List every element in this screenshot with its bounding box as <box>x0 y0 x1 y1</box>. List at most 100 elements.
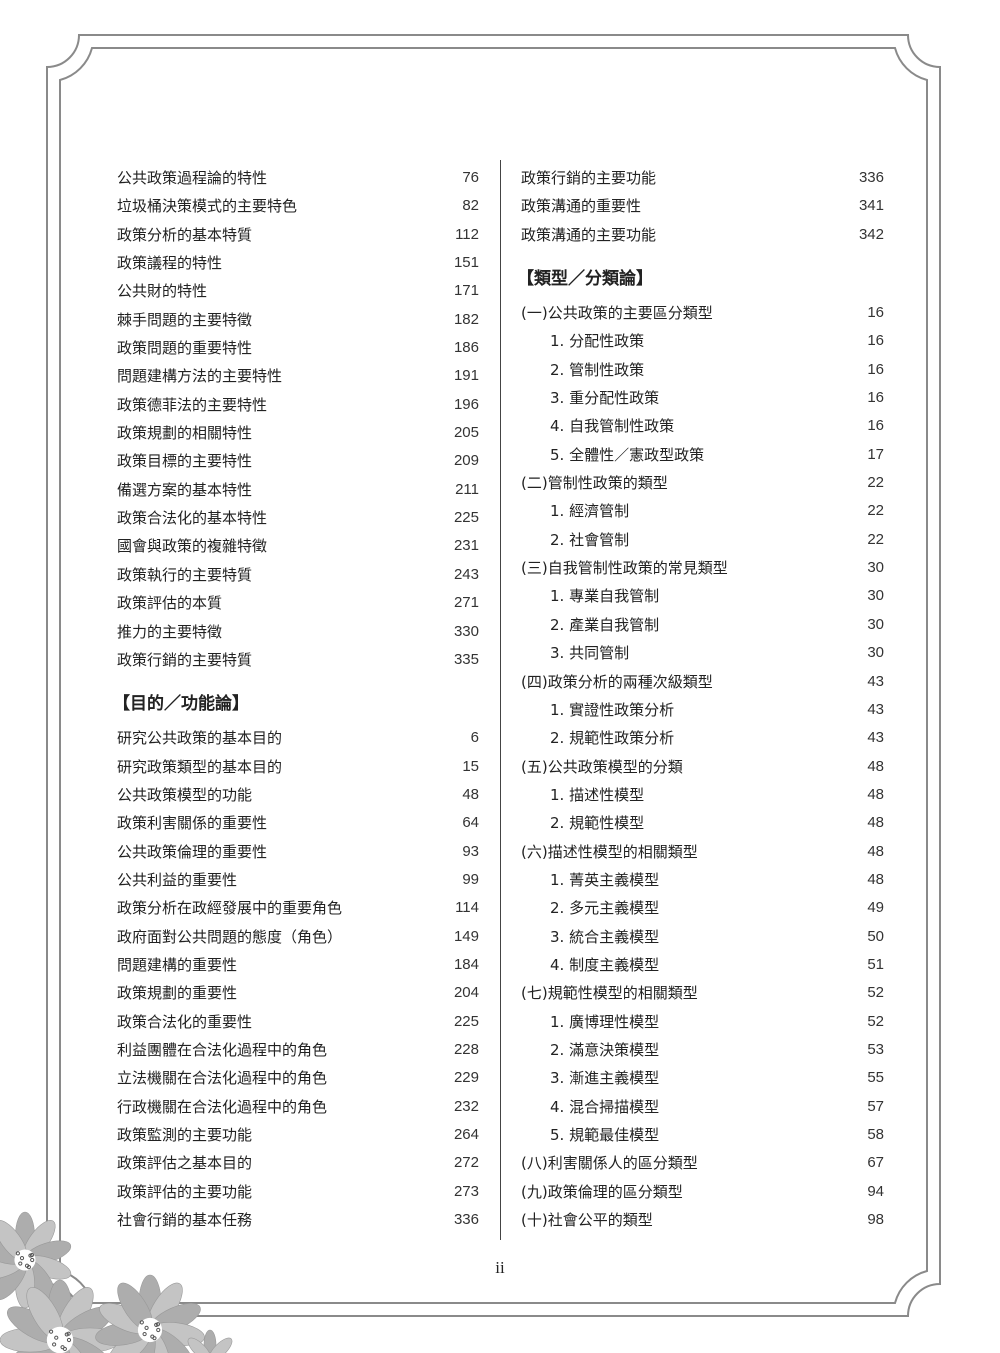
entry-page-number: 231 <box>453 537 479 555</box>
entry-title: 政策溝通的主要功能 <box>521 225 657 244</box>
entry-title: (八)利害關係人的區分類型 <box>521 1154 698 1173</box>
entry-title: 利益團體在合法化過程中的角色 <box>117 1040 328 1059</box>
index-entry: 利益團體在合法化過程中的角色 228 <box>117 1036 479 1064</box>
entry-title: 1. 實證性政策分析 <box>550 700 675 719</box>
index-entry: 2. 規範性政策分析 43 <box>521 724 884 752</box>
index-entry: 1. 分配性政策 16 <box>521 327 884 355</box>
entry-title: (三)自我管制性政策的常見類型 <box>521 559 728 578</box>
entry-title: 社會行銷的基本任務 <box>117 1211 253 1230</box>
index-entry: 問題建構方法的主要特性 191 <box>117 362 479 390</box>
column-divider <box>500 160 501 1240</box>
entry-title: 備選方案的基本特性 <box>117 480 253 499</box>
entry-title: 5. 規範最佳模型 <box>550 1126 660 1144</box>
index-entry: (五)公共政策模型的分類 48 <box>521 753 884 781</box>
index-entry: 4. 混合掃描模型 57 <box>521 1093 884 1121</box>
entry-title: 公共政策倫理的重要性 <box>117 842 268 861</box>
index-entry: 政策行銷的主要特質 335 <box>117 646 479 674</box>
index-entry: 政策德菲法的主要特性 196 <box>117 391 479 419</box>
entry-page-number: 114 <box>455 899 479 917</box>
index-entry: 政策規劃的相關特性 205 <box>117 419 479 447</box>
index-entry: 政策規劃的重要性 204 <box>117 979 479 1007</box>
entry-page-number: 30 <box>867 559 884 577</box>
index-entry: 國會與政策的複雜特徵 231 <box>117 532 479 560</box>
entry-title: 問題建構方法的主要特性 <box>117 367 283 386</box>
entry-title: 垃圾桶決策模式的主要特色 <box>117 197 298 216</box>
entry-page-number: 52 <box>867 1012 884 1030</box>
page-number: ii <box>495 1258 505 1277</box>
index-entry: 政策分析的基本特質 112 <box>117 221 479 249</box>
entry-title: 1. 經濟管制 <box>550 502 630 521</box>
index-entry: 1. 菁英主義模型 48 <box>521 866 884 894</box>
entry-page-number: 232 <box>453 1097 479 1115</box>
entry-page-number: 48 <box>867 757 884 775</box>
section-heading: 【類型／分類論】 <box>517 269 653 290</box>
index-entry: 1. 經濟管制 22 <box>521 497 884 525</box>
entry-page-number: 229 <box>453 1069 479 1087</box>
entry-page-number: 211 <box>455 480 479 498</box>
entry-title: 2. 管制性政策 <box>550 360 645 379</box>
flower-icon <box>0 1279 121 1353</box>
entry-title: 政策執行的主要特質 <box>117 565 253 584</box>
entry-title: 2. 多元主義模型 <box>550 899 660 918</box>
entry-title: 政策評估之基本目的 <box>117 1154 253 1173</box>
index-entry: 政府面對公共問題的態度（角色） 149 <box>117 923 479 951</box>
entry-page-number: 16 <box>867 417 884 435</box>
index-entry: 1. 專業自我管制 30 <box>521 582 884 610</box>
entry-page-number: 335 <box>453 650 479 668</box>
entry-page-number: 342 <box>858 225 884 243</box>
entry-page-number: 48 <box>462 785 479 803</box>
entry-title: 4. 混合掃描模型 <box>550 1097 660 1116</box>
entry-page-number: 58 <box>867 1126 884 1143</box>
entry-title: 2. 規範性模型 <box>550 814 645 833</box>
entry-page-number: 336 <box>453 1211 479 1229</box>
entry-page-number: 48 <box>867 870 884 888</box>
index-entry: 社會行銷的基本任務 336 <box>117 1206 479 1234</box>
entry-title: (九)政策倫理的區分類型 <box>521 1182 683 1201</box>
index-entry: (七)規範性模型的相關類型 52 <box>521 979 884 1007</box>
entry-title: 3. 共同管制 <box>550 644 630 663</box>
entry-title: 1. 分配性政策 <box>550 332 645 351</box>
index-entry: 政策溝通的主要功能 342 <box>521 221 884 249</box>
entry-title: (一)公共政策的主要區分類型 <box>521 304 713 323</box>
entry-title: 3. 重分配性政策 <box>550 389 660 408</box>
entry-title: 政策合法化的重要性 <box>117 1012 253 1031</box>
entry-title: 政策行銷的主要功能 <box>521 169 657 187</box>
index-entry: 3. 共同管制 30 <box>521 639 884 667</box>
entry-title: 國會與政策的複雜特徵 <box>117 537 268 556</box>
entry-title: 政策溝通的重要性 <box>521 197 642 216</box>
entry-page-number: 57 <box>867 1097 884 1115</box>
index-entry: 政策合法化的重要性 225 <box>117 1008 479 1036</box>
entry-page-number: 82 <box>462 197 479 215</box>
index-entry: 3. 重分配性政策 16 <box>521 384 884 412</box>
entry-title: 1. 專業自我管制 <box>550 587 660 606</box>
entry-title: 政策利害關係的重要性 <box>117 814 268 833</box>
entry-page-number: 6 <box>470 729 479 747</box>
entry-page-number: 49 <box>867 899 884 917</box>
entry-page-number: 98 <box>867 1211 884 1229</box>
entry-page-number: 43 <box>867 700 884 718</box>
entry-title: 2. 產業自我管制 <box>550 615 660 634</box>
entry-title: 政策評估的本質 <box>117 594 223 613</box>
entry-title: 4. 自我管制性政策 <box>550 417 675 436</box>
entry-page-number: 15 <box>462 757 479 775</box>
entry-title: 立法機關在合法化過程中的角色 <box>117 1069 328 1088</box>
flower-icon <box>95 1274 205 1353</box>
index-entry: 行政機關在合法化過程中的角色 232 <box>117 1093 479 1121</box>
entry-title: 政策規劃的重要性 <box>117 984 238 1003</box>
entry-page-number: 30 <box>867 644 884 662</box>
entry-page-number: 53 <box>867 1040 884 1058</box>
entry-page-number: 209 <box>453 452 479 470</box>
index-entry: 3. 漸進主義模型 55 <box>521 1064 884 1092</box>
index-entry: (十)社會公平的類型 98 <box>521 1206 884 1234</box>
entry-page-number: 30 <box>867 615 884 633</box>
entry-page-number: 205 <box>453 424 479 442</box>
entry-page-number: 204 <box>453 984 479 1002</box>
entry-page-number: 50 <box>867 927 884 945</box>
index-entry: 政策監測的主要功能 264 <box>117 1121 479 1149</box>
index-entry: 研究公共政策的基本目的 6 <box>117 724 479 752</box>
entry-title: 政策議程的特性 <box>117 254 223 273</box>
entry-page-number: 184 <box>453 955 479 973</box>
entry-page-number: 30 <box>867 587 884 605</box>
index-entry: 政策目標的主要特性 209 <box>117 447 479 475</box>
